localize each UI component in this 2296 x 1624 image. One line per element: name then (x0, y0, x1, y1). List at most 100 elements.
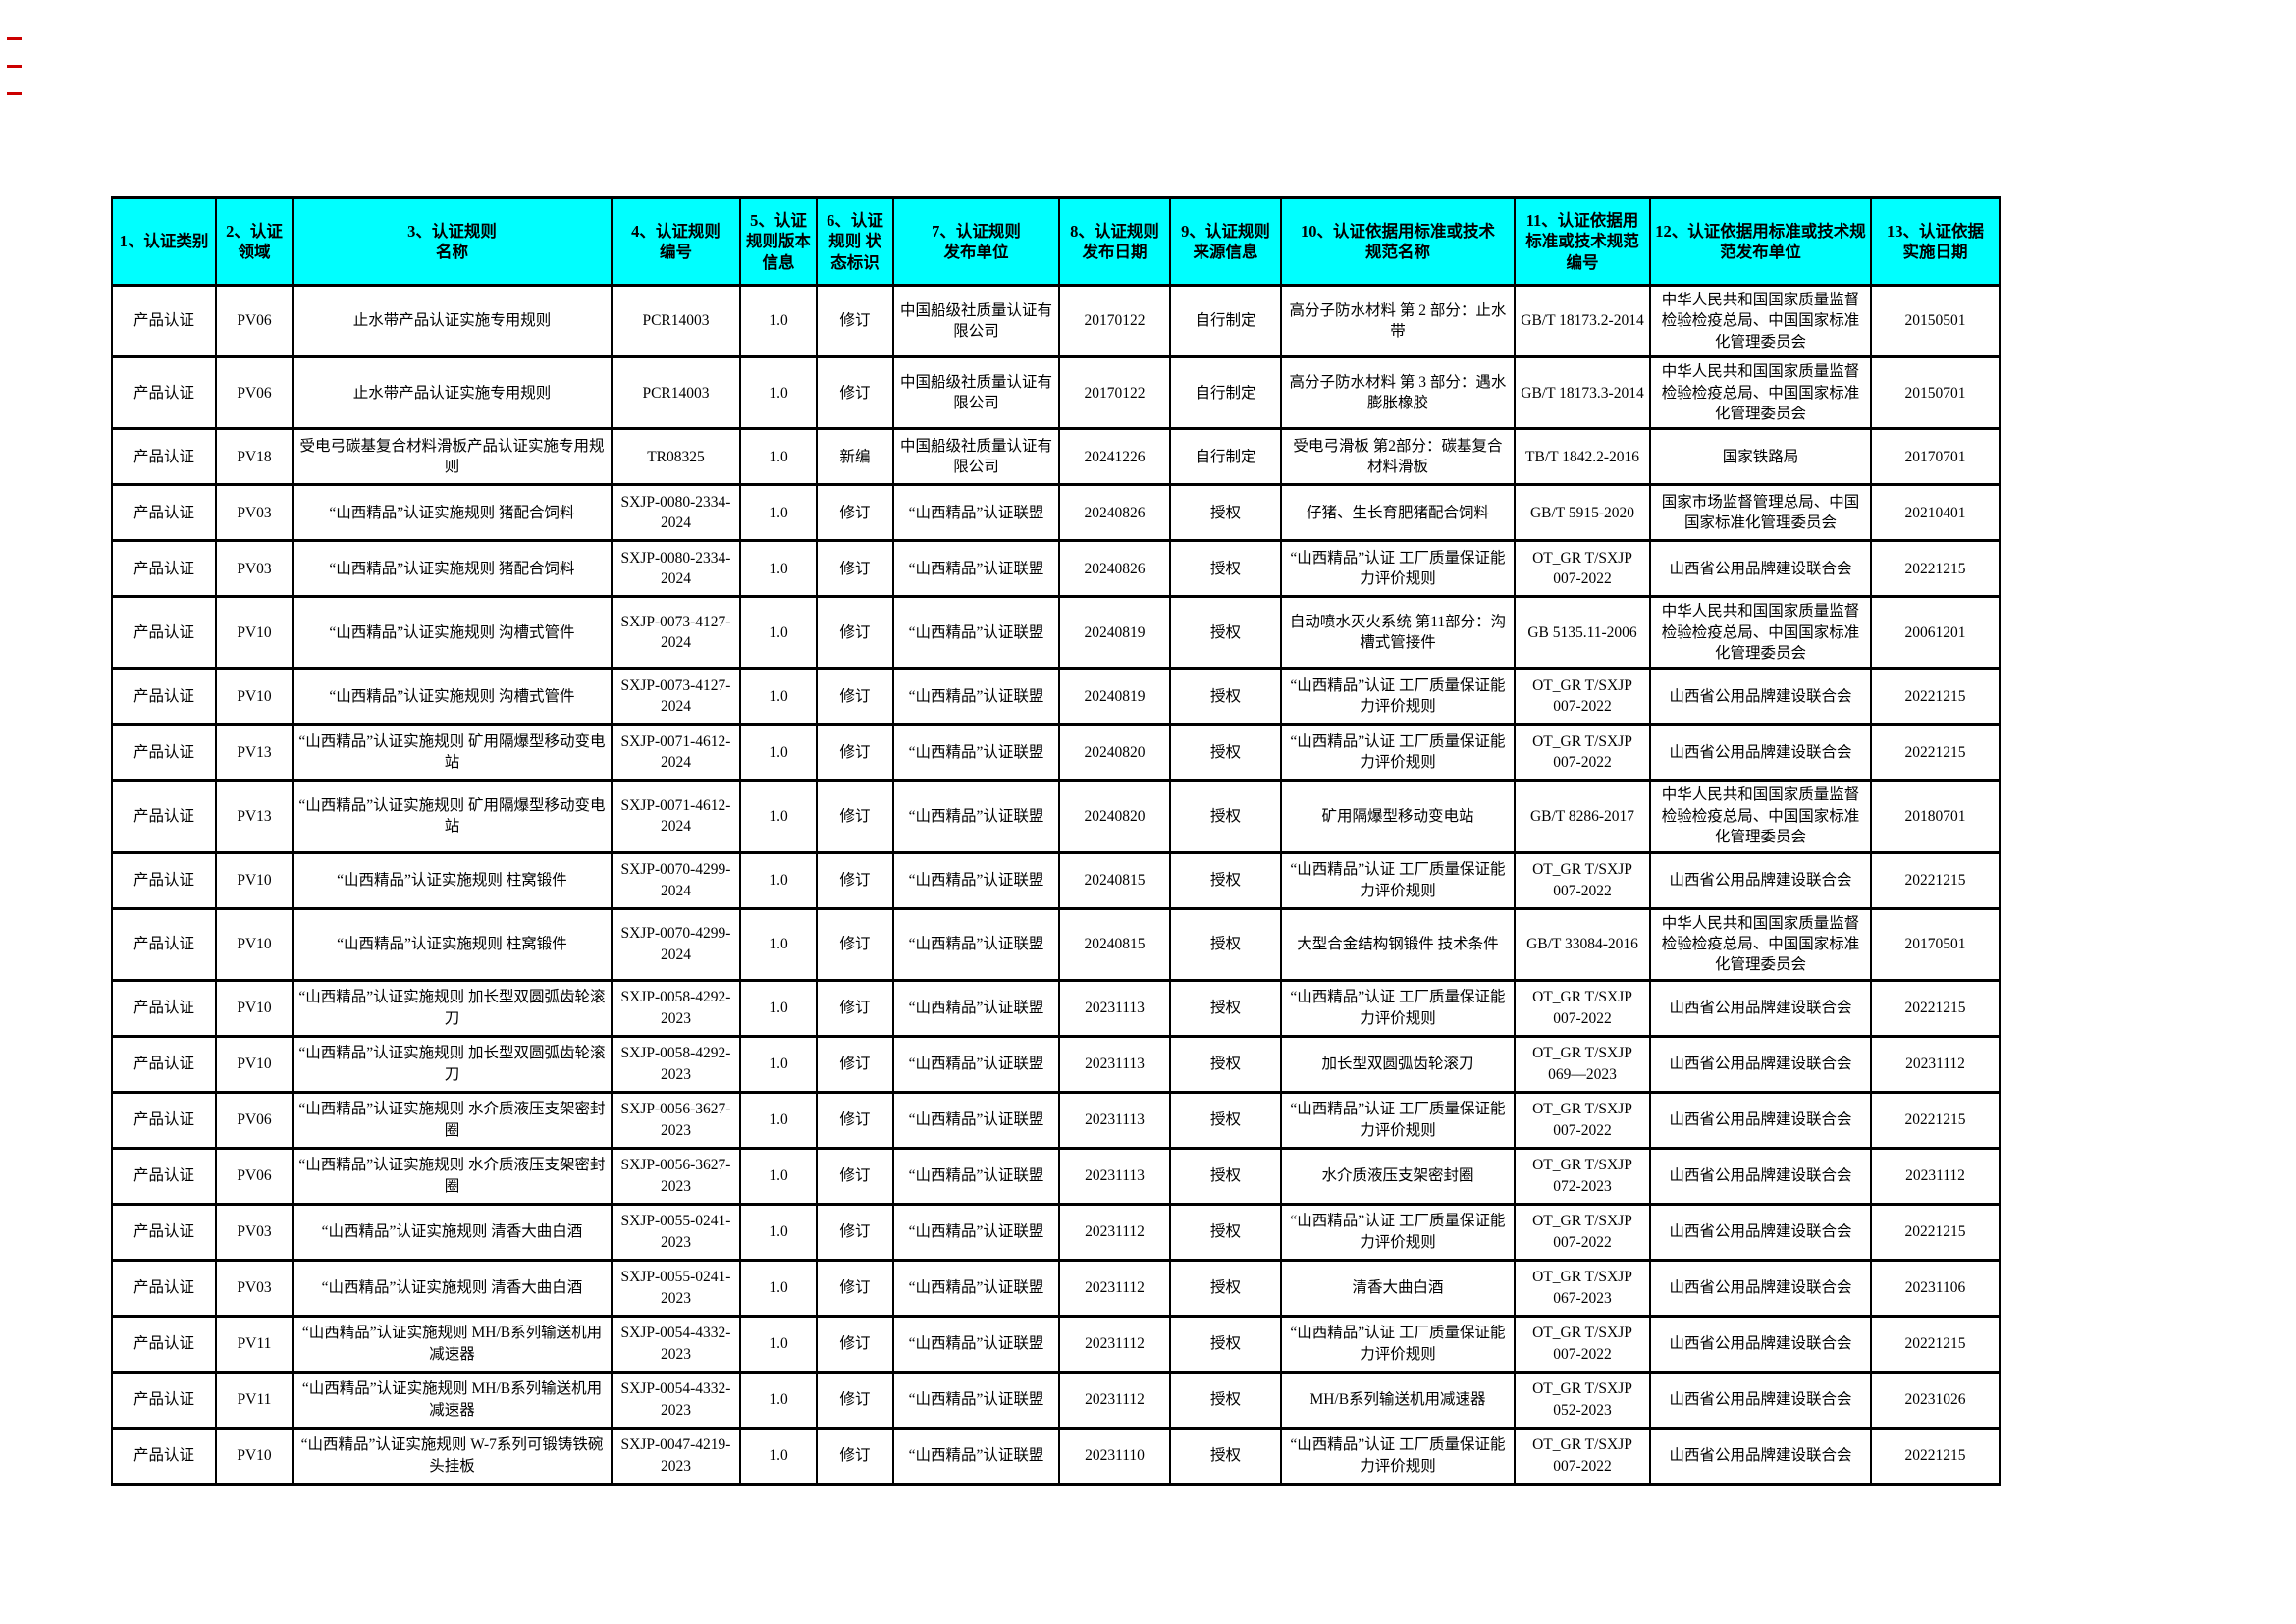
table-cell: 产品认证 (111, 1202, 217, 1262)
table-cell: 授权 (1169, 779, 1282, 854)
table-cell: 产品认证 (111, 283, 217, 359)
table-cell: “山西精品”认证 工厂质量保证能力评价规则 (1280, 978, 1516, 1038)
table-cell: PV06 (215, 355, 294, 431)
table-cell: OT_GR T/SXJP 072-2023 (1514, 1146, 1651, 1206)
table-cell: 产品认证 (111, 427, 217, 487)
table-cell: “山西精品”认证联盟 (892, 1202, 1060, 1262)
table-row: 产品认证 PV10 “山西精品”认证实施规则 沟槽式管件 SXJP-0073-4127… (111, 667, 2001, 727)
table-cell: 20170501 (1870, 906, 2001, 982)
table-cell: 修订 (816, 1146, 894, 1206)
table-cell: 20221215 (1870, 1426, 2001, 1486)
table-cell: 20231106 (1870, 1258, 2001, 1318)
table-cell: 修订 (816, 539, 894, 599)
table-cell: “山西精品”认证实施规则 清香大曲白酒 (292, 1258, 613, 1318)
table-cell: SXJP-0056-3627-2023 (611, 1090, 741, 1150)
table-cell: PV11 (215, 1314, 294, 1374)
table-cell: 1.0 (739, 1034, 818, 1094)
table-cell: “山西精品”认证联盟 (892, 1034, 1060, 1094)
table-cell: 产品认证 (111, 779, 217, 854)
table-cell: “山西精品”认证联盟 (892, 723, 1060, 783)
table-cell: 1.0 (739, 1426, 818, 1486)
table-body: 产品认证 PV06 止水带产品认证实施专用规则 PCR14003 1.0 修订 中国船级社质… (111, 283, 2001, 1486)
table-cell: 产品认证 (111, 1314, 217, 1374)
table-cell: 1.0 (739, 779, 818, 854)
table-cell: 20231026 (1870, 1370, 2001, 1430)
table-cell: 修订 (816, 906, 894, 982)
table-cell: 止水带产品认证实施专用规则 (292, 283, 613, 359)
table-cell: 清香大曲白酒 (1280, 1258, 1516, 1318)
table-cell: “山西精品”认证联盟 (892, 1258, 1060, 1318)
table-cell: 修订 (816, 779, 894, 854)
table-cell: “山西精品”认证联盟 (892, 1090, 1060, 1150)
table-cell: 自行制定 (1169, 283, 1282, 359)
table-cell: 1.0 (739, 1146, 818, 1206)
table-cell: OT_GR T/SXJP 007-2022 (1514, 667, 1651, 727)
table-cell: 山西省公用品牌建设联合会 (1649, 1202, 1872, 1262)
table-cell: 修订 (816, 1258, 894, 1318)
table-row: 产品认证 PV13 “山西精品”认证实施规则 矿用隔爆型移动变电站 SXJP-0071… (111, 723, 2001, 783)
table-cell: 授权 (1169, 723, 1282, 783)
table-cell: SXJP-0071-4612-2024 (611, 779, 741, 854)
table-cell: 20221215 (1870, 1202, 2001, 1262)
table-cell: PV10 (215, 850, 294, 910)
header-standard-number: 11、认证依据用标准或技术规范编号 (1514, 196, 1651, 287)
table-cell: 山西省公用品牌建设联合会 (1649, 850, 1872, 910)
table-cell: GB/T 5915-2020 (1514, 483, 1651, 543)
table-cell: SXJP-0070-4299-2024 (611, 906, 741, 982)
table-cell: 20231112 (1058, 1258, 1171, 1318)
table-cell: MH/B系列输送机用减速器 (1280, 1370, 1516, 1430)
table-cell: 20150501 (1870, 283, 2001, 359)
table-row: 产品认证 PV10 “山西精品”认证实施规则 加长型双圆弧齿轮滚刀 SXJP-0058… (111, 978, 2001, 1038)
table-cell: 授权 (1169, 1034, 1282, 1094)
table-cell: 20231113 (1058, 1034, 1171, 1094)
table-row: 产品认证 PV11 “山西精品”认证实施规则 MH/B系列输送机用减速器 SXJP-0… (111, 1370, 2001, 1430)
table-cell: 20240819 (1058, 595, 1171, 671)
table-cell: PV18 (215, 427, 294, 487)
header-standard-publisher: 12、认证依据用标准或技术规范发布单位 (1649, 196, 1872, 287)
table-cell: “山西精品”认证联盟 (892, 1370, 1060, 1430)
table-cell: SXJP-0071-4612-2024 (611, 723, 741, 783)
table-cell: 1.0 (739, 723, 818, 783)
table-cell: 20180701 (1870, 779, 2001, 854)
table-cell: 20221215 (1870, 539, 2001, 599)
table-cell: 自行制定 (1169, 355, 1282, 431)
table-cell: “山西精品”认证实施规则 猪配合饲料 (292, 539, 613, 599)
table-cell: PV03 (215, 483, 294, 543)
table-row: 产品认证 PV18 受电弓碳基复合材料滑板产品认证实施专用规则 TR08325 1.0 新… (111, 427, 2001, 487)
table-row: 产品认证 PV10 “山西精品”认证实施规则 柱窝锻件 SXJP-0070-4299-… (111, 850, 2001, 910)
table-cell: “山西精品”认证实施规则 柱窝锻件 (292, 906, 613, 982)
table-cell: 产品认证 (111, 906, 217, 982)
table-cell: 加长型双圆弧齿轮滚刀 (1280, 1034, 1516, 1094)
revision-mark (7, 92, 22, 95)
table-cell: 修订 (816, 1202, 894, 1262)
table-cell: 20221215 (1870, 1090, 2001, 1150)
table-cell: 山西省公用品牌建设联合会 (1649, 723, 1872, 783)
header-rule-source: 9、认证规则 来源信息 (1169, 196, 1282, 287)
table-cell: 中华人民共和国国家质量监督检验检疫总局、中国国家标准化管理委员会 (1649, 283, 1872, 359)
table-row: 产品认证 PV06 “山西精品”认证实施规则 水介质液压支架密封圈 SXJP-0056… (111, 1090, 2001, 1150)
table-cell: “山西精品”认证联盟 (892, 539, 1060, 599)
table-cell: 中国船级社质量认证有限公司 (892, 355, 1060, 431)
table-cell: 中国船级社质量认证有限公司 (892, 427, 1060, 487)
table-cell: 产品认证 (111, 483, 217, 543)
table-cell: 1.0 (739, 1202, 818, 1262)
table-cell: 1.0 (739, 483, 818, 543)
table-cell: PV13 (215, 723, 294, 783)
table-cell: “山西精品”认证 工厂质量保证能力评价规则 (1280, 539, 1516, 599)
table-cell: SXJP-0055-0241-2023 (611, 1258, 741, 1318)
table-cell: 产品认证 (111, 539, 217, 599)
table-cell: PCR14003 (611, 283, 741, 359)
table-cell: PV11 (215, 1370, 294, 1430)
table-cell: PV13 (215, 779, 294, 854)
table-cell: 产品认证 (111, 1034, 217, 1094)
table-cell: 20170122 (1058, 355, 1171, 431)
table-cell: 1.0 (739, 595, 818, 671)
table-cell: 1.0 (739, 1090, 818, 1150)
table-cell: 产品认证 (111, 1426, 217, 1486)
table-cell: 20221215 (1870, 850, 2001, 910)
table-cell: 20210401 (1870, 483, 2001, 543)
table-cell: “山西精品”认证实施规则 矿用隔爆型移动变电站 (292, 779, 613, 854)
table-cell: “山西精品”认证联盟 (892, 483, 1060, 543)
table-cell: GB/T 8286-2017 (1514, 779, 1651, 854)
table-cell: 20240815 (1058, 906, 1171, 982)
